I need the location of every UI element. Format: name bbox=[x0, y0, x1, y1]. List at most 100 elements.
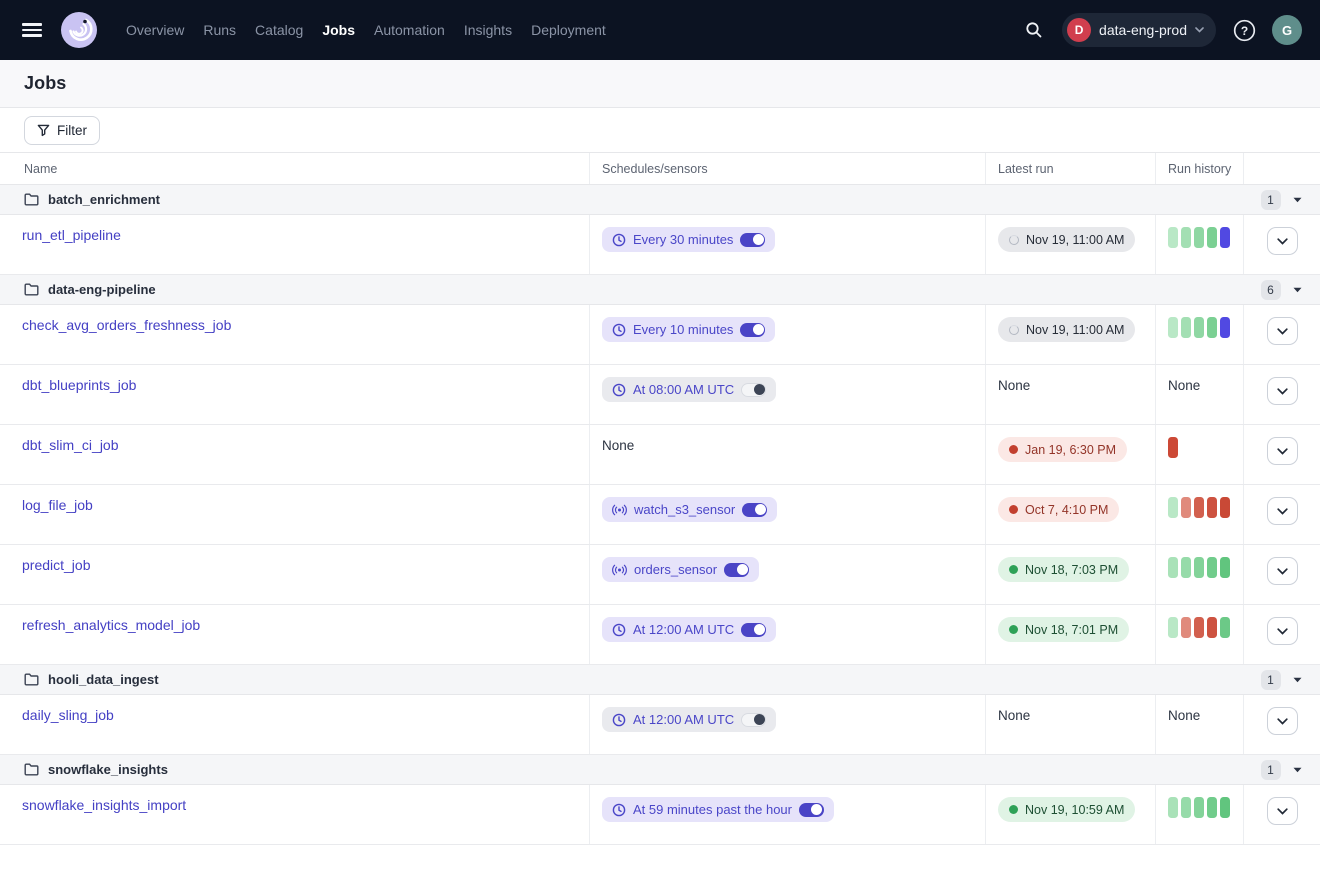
sensor-toggle[interactable] bbox=[742, 503, 767, 517]
run-history-bar[interactable] bbox=[1168, 557, 1178, 578]
nav-item-runs[interactable]: Runs bbox=[203, 22, 236, 38]
group-label[interactable]: data-eng-pipeline bbox=[0, 275, 1244, 304]
help-button[interactable]: ? bbox=[1229, 15, 1259, 45]
schedules-cell: At 08:00 AM UTC bbox=[590, 365, 986, 424]
run-history-bar[interactable] bbox=[1194, 557, 1204, 578]
schedule-toggle[interactable] bbox=[741, 623, 766, 637]
schedule-toggle[interactable] bbox=[740, 233, 765, 247]
job-link[interactable]: snowflake_insights_import bbox=[22, 797, 186, 813]
schedule-badge[interactable]: Every 10 minutes bbox=[602, 317, 775, 342]
latest-run-badge[interactable]: Nov 19, 11:00 AM bbox=[998, 317, 1135, 342]
run-history-bar[interactable] bbox=[1181, 317, 1191, 338]
group-collapse-button[interactable] bbox=[1291, 765, 1304, 775]
row-expand-button[interactable] bbox=[1267, 617, 1298, 645]
run-history-bar[interactable] bbox=[1181, 617, 1191, 638]
group-label[interactable]: batch_enrichment bbox=[0, 185, 1244, 214]
group-label[interactable]: snowflake_insights bbox=[0, 755, 1244, 784]
group-collapse-button[interactable] bbox=[1291, 675, 1304, 685]
nav-item-deployment[interactable]: Deployment bbox=[531, 22, 606, 38]
search-button[interactable] bbox=[1019, 15, 1049, 45]
job-link[interactable]: refresh_analytics_model_job bbox=[22, 617, 200, 633]
hamburger-menu-icon[interactable] bbox=[22, 18, 46, 42]
run-history-bar[interactable] bbox=[1194, 227, 1204, 248]
run-history-bar[interactable] bbox=[1207, 617, 1217, 638]
run-history-bar[interactable] bbox=[1194, 497, 1204, 518]
run-history-bar[interactable] bbox=[1194, 317, 1204, 338]
row-expand-button[interactable] bbox=[1267, 707, 1298, 735]
schedules-cell: At 12:00 AM UTC bbox=[590, 605, 986, 664]
run-history-bar[interactable] bbox=[1168, 227, 1178, 248]
run-history-bar[interactable] bbox=[1168, 797, 1178, 818]
latest-run-badge[interactable]: Nov 18, 7:03 PM bbox=[998, 557, 1129, 582]
row-expand-button[interactable] bbox=[1267, 497, 1298, 525]
schedule-toggle[interactable] bbox=[740, 323, 765, 337]
nav-item-overview[interactable]: Overview bbox=[126, 22, 184, 38]
job-link[interactable]: daily_sling_job bbox=[22, 707, 114, 723]
schedule-toggle[interactable] bbox=[741, 383, 766, 397]
deployment-switcher[interactable]: D data-eng-prod bbox=[1062, 13, 1216, 47]
run-history-bar[interactable] bbox=[1194, 797, 1204, 818]
job-link[interactable]: predict_job bbox=[22, 557, 91, 573]
sensor-toggle[interactable] bbox=[724, 563, 749, 577]
user-avatar[interactable]: G bbox=[1272, 15, 1302, 45]
job-link[interactable]: log_file_job bbox=[22, 497, 93, 513]
run-history-bar[interactable] bbox=[1168, 437, 1178, 458]
run-history-bar[interactable] bbox=[1220, 227, 1230, 248]
run-history-bar[interactable] bbox=[1168, 317, 1178, 338]
nav-item-jobs[interactable]: Jobs bbox=[322, 22, 355, 38]
row-expand-button[interactable] bbox=[1267, 377, 1298, 405]
latest-run-badge[interactable]: Nov 19, 10:59 AM bbox=[998, 797, 1135, 822]
row-expand-button[interactable] bbox=[1267, 317, 1298, 345]
run-history-bar[interactable] bbox=[1207, 557, 1217, 578]
schedule-badge[interactable]: At 12:00 AM UTC bbox=[602, 707, 776, 732]
run-history-bar[interactable] bbox=[1220, 557, 1230, 578]
run-history-bar[interactable] bbox=[1207, 227, 1217, 248]
run-history-bar[interactable] bbox=[1181, 227, 1191, 248]
schedule-badge[interactable]: At 59 minutes past the hour bbox=[602, 797, 834, 822]
run-history-bar[interactable] bbox=[1194, 617, 1204, 638]
run-history-bar[interactable] bbox=[1168, 497, 1178, 518]
filter-button[interactable]: Filter bbox=[24, 116, 100, 145]
sensor-badge[interactable]: watch_s3_sensor bbox=[602, 497, 777, 522]
nav-item-automation[interactable]: Automation bbox=[374, 22, 445, 38]
group-count-badge: 6 bbox=[1261, 280, 1281, 300]
latest-run-badge[interactable]: Nov 19, 11:00 AM bbox=[998, 227, 1135, 252]
run-history-bar[interactable] bbox=[1220, 617, 1230, 638]
dagster-logo[interactable] bbox=[60, 11, 98, 49]
group-collapse-button[interactable] bbox=[1291, 195, 1304, 205]
run-history-bar[interactable] bbox=[1220, 497, 1230, 518]
nav-item-insights[interactable]: Insights bbox=[464, 22, 512, 38]
latest-run-badge[interactable]: Jan 19, 6:30 PM bbox=[998, 437, 1127, 462]
row-expand-button[interactable] bbox=[1267, 227, 1298, 255]
schedule-badge[interactable]: Every 30 minutes bbox=[602, 227, 775, 252]
row-expand-button[interactable] bbox=[1267, 797, 1298, 825]
chevron-down-icon bbox=[1277, 808, 1288, 815]
latest-run-badge[interactable]: Oct 7, 4:10 PM bbox=[998, 497, 1119, 522]
sensor-badge[interactable]: orders_sensor bbox=[602, 557, 759, 582]
schedule-badge[interactable]: At 08:00 AM UTC bbox=[602, 377, 776, 402]
page-header: Jobs bbox=[0, 60, 1320, 108]
run-history-bar[interactable] bbox=[1207, 497, 1217, 518]
job-link[interactable]: dbt_slim_ci_job bbox=[22, 437, 119, 453]
job-link[interactable]: check_avg_orders_freshness_job bbox=[22, 317, 231, 333]
run-history-bar[interactable] bbox=[1207, 317, 1217, 338]
group-collapse-button[interactable] bbox=[1291, 285, 1304, 295]
run-history-bar[interactable] bbox=[1207, 797, 1217, 818]
run-history-bar[interactable] bbox=[1181, 557, 1191, 578]
run-history-bar[interactable] bbox=[1220, 317, 1230, 338]
run-history-bar[interactable] bbox=[1181, 797, 1191, 818]
job-link[interactable]: dbt_blueprints_job bbox=[22, 377, 136, 393]
run-history-bar[interactable] bbox=[1220, 797, 1230, 818]
schedule-toggle[interactable] bbox=[799, 803, 824, 817]
run-history-bar[interactable] bbox=[1168, 617, 1178, 638]
run-history-bars bbox=[1168, 227, 1243, 248]
schedule-badge[interactable]: At 12:00 AM UTC bbox=[602, 617, 776, 642]
latest-run-badge[interactable]: Nov 18, 7:01 PM bbox=[998, 617, 1129, 642]
nav-item-catalog[interactable]: Catalog bbox=[255, 22, 303, 38]
schedule-toggle[interactable] bbox=[741, 713, 766, 727]
row-expand-button[interactable] bbox=[1267, 557, 1298, 585]
run-history-bar[interactable] bbox=[1181, 497, 1191, 518]
row-expand-button[interactable] bbox=[1267, 437, 1298, 465]
group-label[interactable]: hooli_data_ingest bbox=[0, 665, 1244, 694]
job-link[interactable]: run_etl_pipeline bbox=[22, 227, 121, 243]
